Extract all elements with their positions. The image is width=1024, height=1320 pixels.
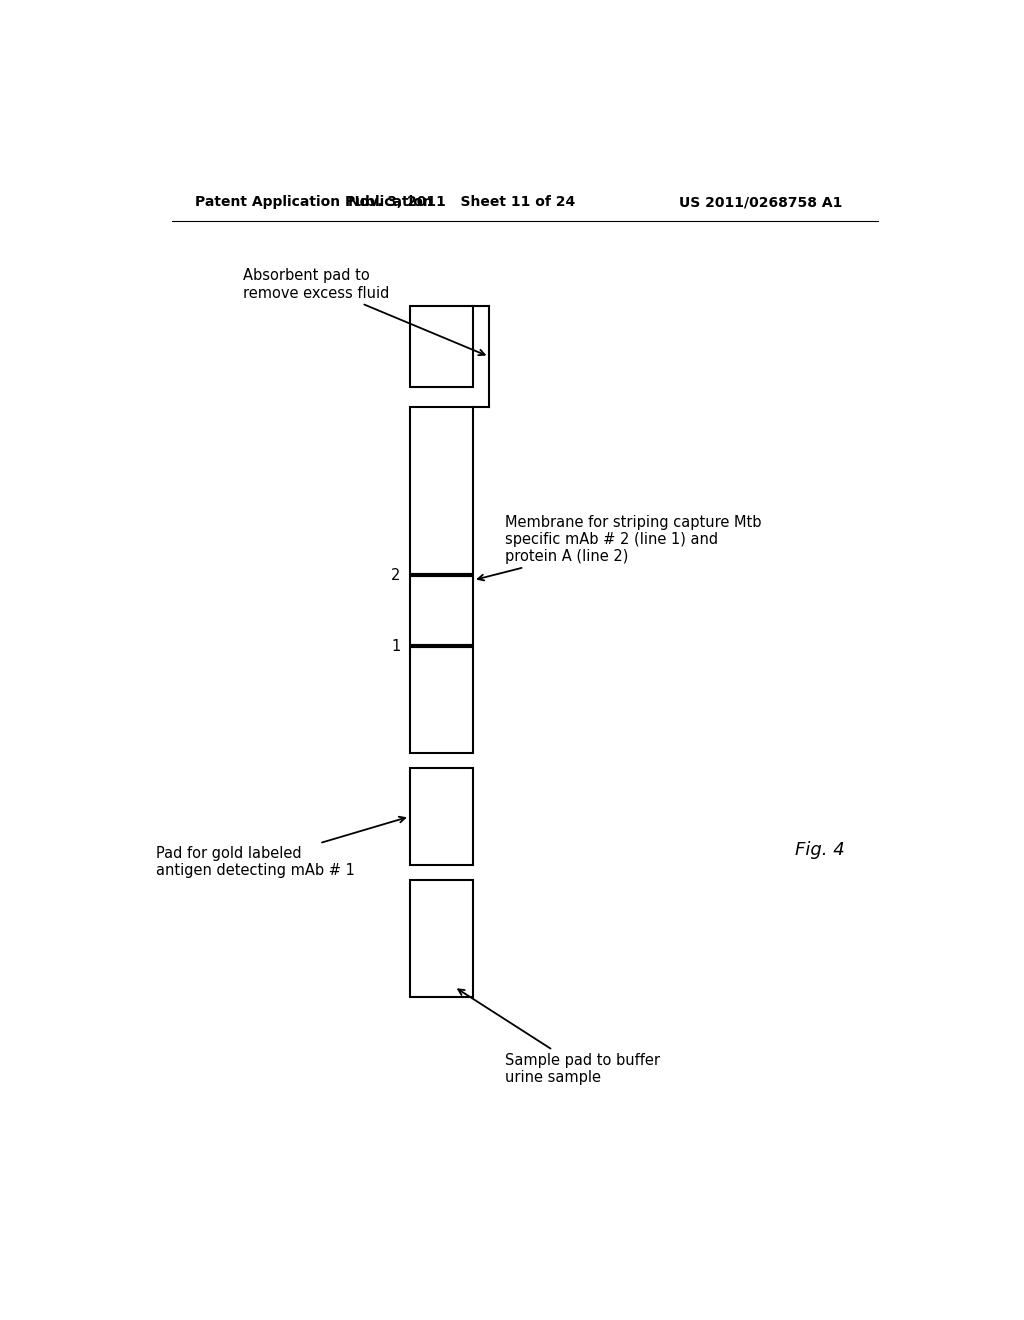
- Text: Pad for gold labeled
antigen detecting mAb # 1: Pad for gold labeled antigen detecting m…: [156, 817, 406, 878]
- Text: 2: 2: [391, 568, 400, 582]
- Text: Fig. 4: Fig. 4: [795, 841, 845, 858]
- Text: Absorbent pad to
remove excess fluid: Absorbent pad to remove excess fluid: [243, 268, 484, 355]
- Bar: [410, 306, 473, 387]
- Bar: [410, 880, 473, 997]
- Bar: [410, 768, 473, 865]
- Text: Membrane for striping capture Mtb
specific mAb # 2 (line 1) and
protein A (line : Membrane for striping capture Mtb specif…: [478, 515, 762, 581]
- Text: US 2011/0268758 A1: US 2011/0268758 A1: [679, 195, 842, 209]
- Text: Patent Application Publication: Patent Application Publication: [196, 195, 433, 209]
- Bar: [410, 408, 473, 752]
- Text: Nov. 3, 2011   Sheet 11 of 24: Nov. 3, 2011 Sheet 11 of 24: [348, 195, 574, 209]
- Text: 1: 1: [391, 639, 400, 653]
- Text: Sample pad to buffer
urine sample: Sample pad to buffer urine sample: [458, 990, 659, 1085]
